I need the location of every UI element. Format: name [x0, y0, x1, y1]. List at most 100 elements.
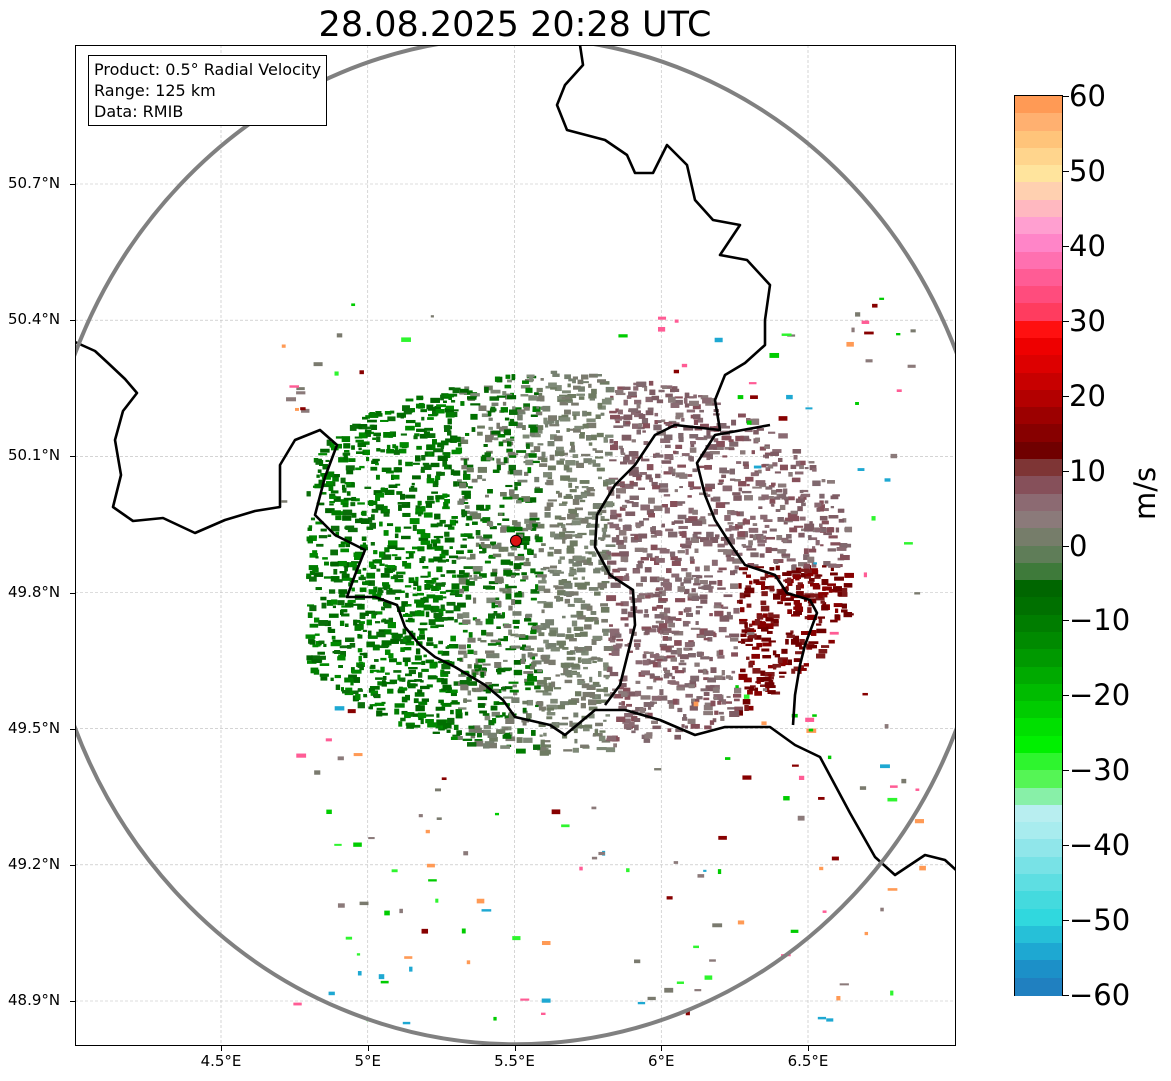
echo-cell — [344, 450, 350, 453]
echo-cell — [488, 417, 493, 421]
echo-cell — [341, 573, 350, 580]
echo-cell — [567, 513, 576, 520]
echo-cell — [671, 521, 675, 525]
echo-cell — [597, 402, 603, 409]
echo-cell — [450, 709, 454, 715]
echo-cell — [457, 479, 462, 483]
echo-cell — [730, 583, 738, 589]
echo-cell — [688, 683, 694, 689]
echo-cell — [657, 577, 665, 581]
echo-cell — [755, 480, 766, 486]
echo-cell — [591, 639, 597, 645]
echo-cell — [581, 493, 587, 499]
echo-cell — [666, 568, 672, 574]
echo-cell — [605, 386, 615, 393]
echo-cell — [384, 547, 390, 553]
echo-cell — [554, 725, 560, 728]
echo-cell — [413, 713, 420, 717]
echo-cell — [753, 564, 759, 567]
echo-cell — [522, 720, 527, 726]
echo-cell — [766, 630, 773, 634]
echo-cell — [752, 646, 760, 650]
echo-cell — [570, 663, 580, 668]
echo-cell — [754, 691, 762, 696]
echo-cell — [418, 701, 428, 705]
echo-cell — [476, 535, 482, 539]
echo-cell — [487, 489, 493, 494]
echo-cell — [531, 661, 537, 667]
echo-cell — [492, 688, 499, 693]
echo-cell — [609, 638, 616, 643]
echo-cell — [746, 656, 750, 660]
echo-cell — [574, 555, 582, 561]
echo-cell — [592, 681, 600, 687]
radar-map[interactable] — [75, 45, 956, 1046]
echo-cell — [730, 637, 739, 642]
echo-cell — [597, 379, 607, 383]
echo-cell — [664, 507, 670, 514]
echo-cell — [351, 496, 357, 501]
echo-cell — [651, 481, 658, 487]
echo-cell — [394, 445, 399, 452]
echo-cell — [444, 524, 453, 528]
echo-cell — [462, 538, 467, 541]
echo-cell — [683, 714, 687, 720]
echo-cell — [457, 613, 464, 619]
echo-cell — [384, 681, 395, 685]
echo-cell — [459, 439, 469, 444]
echo-cell — [596, 467, 605, 472]
echo-cell — [710, 537, 719, 543]
echo-cell — [394, 533, 399, 539]
echo-cell — [405, 673, 412, 677]
echo-cell — [596, 432, 604, 438]
echo-cell — [306, 573, 312, 580]
echo-cell — [686, 409, 696, 413]
echo-cell — [340, 477, 346, 484]
echo-cell — [614, 575, 623, 582]
echo-cell — [332, 476, 339, 482]
echo-cell — [460, 684, 469, 691]
echo-cell — [792, 635, 800, 640]
echo-cell — [826, 527, 835, 533]
echo-cell — [537, 456, 542, 461]
echo-cell — [379, 563, 385, 566]
echo-cell — [620, 693, 628, 697]
echo-cell — [468, 632, 473, 638]
echo-cell — [631, 709, 639, 713]
echo-cell — [644, 651, 654, 654]
echo-cell — [369, 669, 374, 674]
echo-cell — [401, 601, 408, 607]
echo-cell — [748, 527, 759, 533]
echo-cell — [352, 564, 358, 571]
echo-cell — [842, 518, 847, 523]
echo-cell — [494, 376, 500, 382]
echo-cell — [348, 690, 359, 694]
echo-cell — [458, 674, 466, 677]
echo-cell — [633, 639, 642, 643]
echo-cell — [457, 442, 462, 447]
echo-cell — [638, 533, 648, 539]
echo-cell — [635, 693, 640, 697]
echo-cell — [500, 745, 510, 749]
echo-cell — [725, 635, 731, 638]
echo-cell — [808, 577, 815, 582]
echo-cell — [498, 513, 503, 516]
echo-cell — [376, 670, 385, 673]
echo-cell — [309, 640, 316, 645]
echo-cell — [365, 610, 376, 614]
echo-cell — [795, 651, 802, 655]
echo-cell — [569, 570, 577, 575]
echo-cell — [632, 423, 638, 429]
echo-cell — [536, 387, 543, 393]
echo-cell — [589, 529, 595, 536]
echo-cell — [518, 534, 523, 538]
echo-cell — [420, 685, 430, 690]
echo-cell — [685, 693, 693, 698]
echo-cell — [425, 433, 436, 438]
echo-cell — [522, 645, 531, 649]
echo-cell — [535, 411, 543, 416]
echo-cell — [444, 531, 450, 537]
echo-cell — [541, 609, 545, 614]
echo-cell — [477, 658, 486, 663]
echo-cell — [540, 406, 547, 410]
